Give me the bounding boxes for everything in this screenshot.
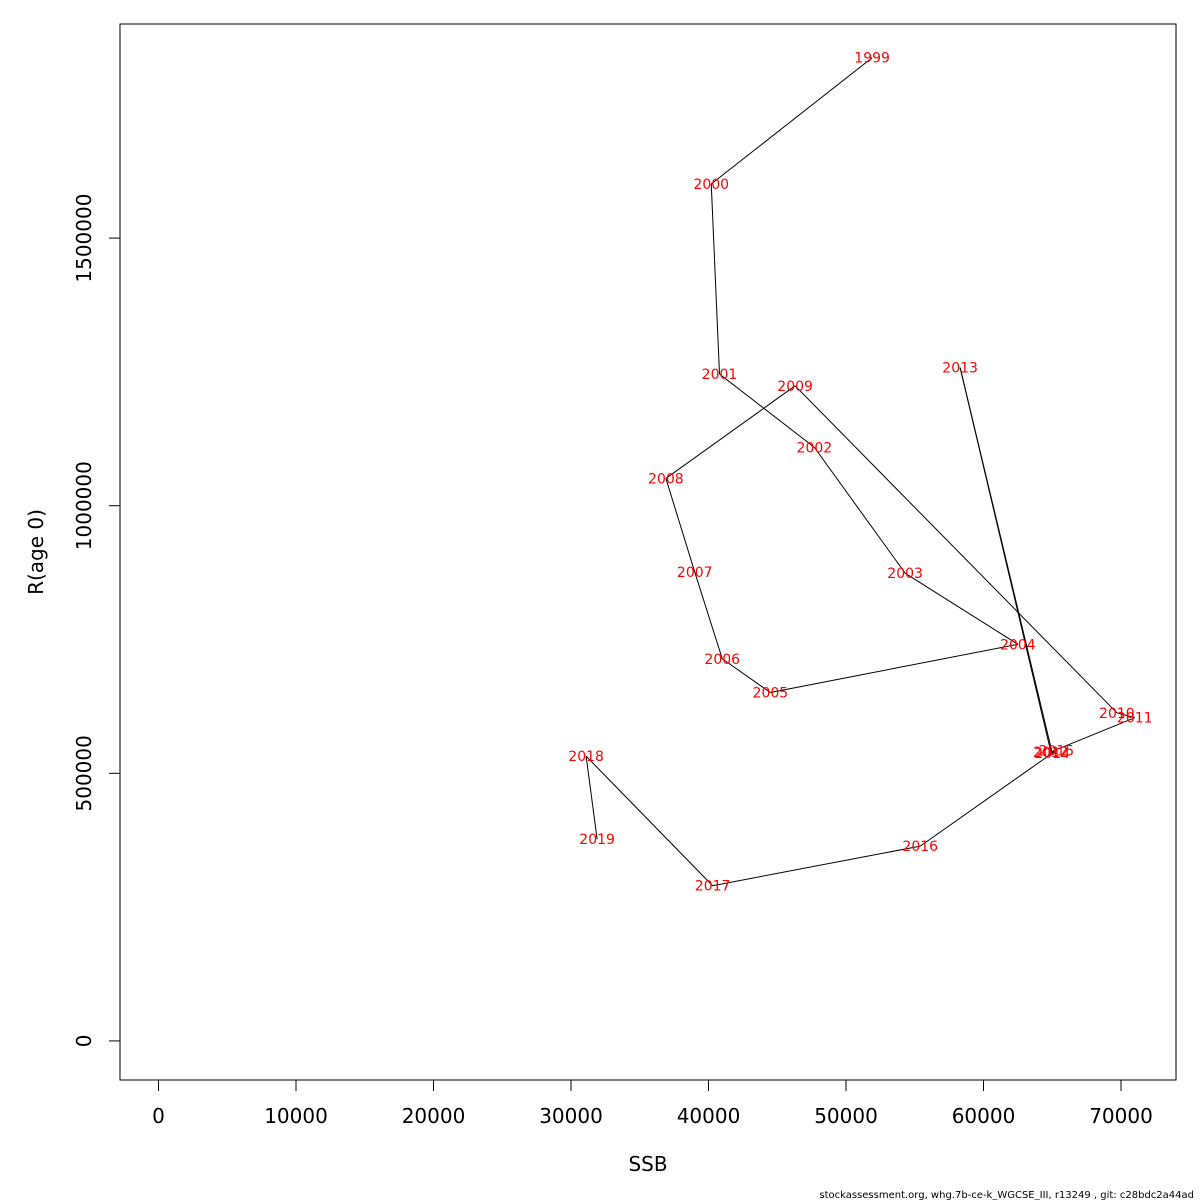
x-tick-label: 50000 [814,1104,878,1128]
series-segment [710,184,720,375]
point-label-2009: 2009 [777,379,813,395]
point-label-2003: 2003 [887,566,923,582]
point-label-2002: 2002 [797,440,833,456]
series-segment [710,57,873,185]
point-label-2005: 2005 [753,685,789,701]
point-label-2013: 2013 [942,361,978,377]
point-label-2000: 2000 [693,177,729,193]
point-label-2011: 2011 [1117,711,1153,727]
point-label-1999: 1999 [854,51,890,67]
x-tick-label: 40000 [677,1104,741,1128]
point-label-2019: 2019 [579,832,615,848]
series-segment [770,643,1018,693]
series-segment [904,572,1019,645]
x-axis: 0 10000 20000 30000 40000 50000 60000 70000 [152,1079,1153,1128]
point-label-2001: 2001 [702,367,738,383]
series-segment [585,755,713,887]
series-segment [665,478,696,573]
point-label-2014: 2014 [1034,746,1070,762]
series-segment [694,571,723,659]
footer-credit: stockassessment.org, whg.7b-ce-k_WGCSE_I… [819,1190,1194,1200]
series-segment [794,385,1118,714]
series-line [585,57,1135,887]
x-tick-label: 30000 [539,1104,603,1128]
series-segment [712,845,921,887]
point-label-2010: 2010 [1099,706,1135,722]
x-tick-label: 0 [152,1104,165,1128]
point-label-2015: 2015 [1039,743,1075,759]
point-label-2007: 2007 [677,565,713,581]
series-segment [813,447,906,574]
point-labels: 1999 2000 2001 2002 2003 2004 2005 2006 2007 2008… [568,51,1152,895]
point-label-2008: 2008 [648,471,684,487]
x-tick-label: 10000 [264,1104,328,1128]
y-tick-label: 1000000 [72,461,96,550]
point-label-2012: 2012 [1033,745,1069,761]
series-segment [919,749,1057,847]
y-tick-label: 500000 [72,735,96,811]
y-tick-label: 0 [72,1035,96,1048]
series-segment [665,385,796,479]
series-segment [721,658,771,693]
series-segment [585,756,598,840]
series-segment [719,373,815,448]
point-label-2018: 2018 [568,749,604,765]
y-tick-label: 1500000 [72,194,96,283]
x-axis-label: SSB [628,1152,667,1176]
series-segment [1116,712,1135,719]
x-tick-label: 60000 [952,1104,1016,1128]
y-axis-label: R(age 0) [24,509,48,595]
point-label-2017: 2017 [695,879,731,895]
plot-frame [119,23,1177,1081]
point-label-2006: 2006 [704,652,740,668]
y-axis: 0 500000 1000000 1500000 [72,194,121,1048]
series-segment [1050,717,1135,753]
x-tick-label: 20000 [402,1104,466,1128]
point-label-2016: 2016 [902,839,938,855]
point-label-2004: 2004 [1000,637,1036,653]
x-tick-label: 70000 [1089,1104,1153,1128]
series-segment [959,367,1053,754]
